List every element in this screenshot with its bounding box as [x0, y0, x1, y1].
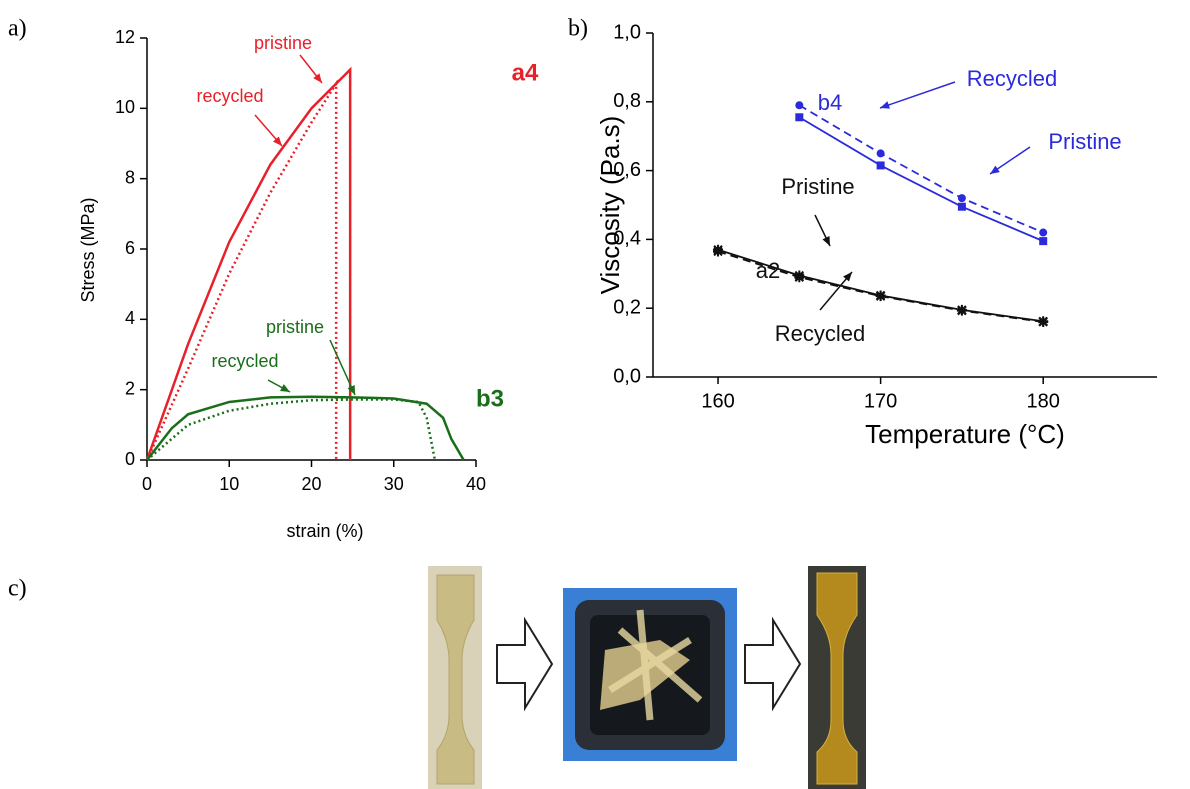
- marker: [1038, 316, 1049, 327]
- y-axis-title: Stress (MPa): [78, 197, 98, 302]
- marker: [876, 161, 885, 170]
- arrow-head: [990, 165, 1000, 174]
- series-line: [145, 66, 352, 461]
- x-tick-label: 40: [466, 474, 486, 494]
- arrow-head: [822, 236, 830, 246]
- y-tick-label: 12: [115, 27, 135, 47]
- y-tick-label: 6: [125, 238, 135, 258]
- x-axis-title: Temperature (°C): [865, 419, 1065, 449]
- annotation: b3: [476, 385, 504, 412]
- marker: [795, 101, 804, 110]
- y-tick-label: 0,6: [613, 159, 641, 181]
- annotation: Pristine: [1048, 129, 1121, 154]
- arrow-head: [313, 73, 322, 83]
- marker: [713, 246, 724, 257]
- photo-panel: [428, 566, 866, 789]
- annotation: recycled: [196, 86, 263, 106]
- annotation-arrow: [329, 339, 356, 396]
- arrow-head: [280, 384, 290, 392]
- annotation: b4: [818, 90, 842, 115]
- annotation: pristine: [254, 33, 312, 53]
- marker: [957, 194, 966, 203]
- y-tick-label: 4: [125, 308, 135, 328]
- y-axis-title: Viscosity (Pa.s): [595, 116, 625, 295]
- series-line: [717, 250, 1044, 323]
- x-tick-label: 20: [301, 474, 321, 494]
- annotation: recycled: [211, 351, 278, 371]
- series-line: [146, 395, 465, 461]
- marker: [795, 113, 804, 122]
- y-tick-label: 1,0: [613, 21, 641, 43]
- marker: [956, 305, 967, 316]
- y-tick-label: 0: [125, 449, 135, 469]
- x-tick-label: 0: [142, 474, 152, 494]
- panel-label: a): [8, 16, 27, 42]
- series-line: [798, 116, 1044, 242]
- arrow-head: [880, 101, 890, 109]
- marker: [876, 149, 885, 158]
- y-tick-label: 8: [125, 167, 135, 187]
- annotation: pristine: [266, 317, 324, 337]
- y-tick-label: 10: [115, 97, 135, 117]
- marker: [1039, 237, 1048, 246]
- x-tick-label: 10: [219, 474, 239, 494]
- arrow-head: [273, 136, 282, 146]
- x-tick-label: 30: [384, 474, 404, 494]
- annotation: Pristine: [781, 174, 854, 199]
- x-tick-label: 170: [864, 390, 897, 412]
- x-tick-label: 160: [701, 390, 734, 412]
- annotation: a2: [756, 258, 780, 283]
- y-tick-label: 0,4: [613, 228, 641, 250]
- annotation: a4: [512, 59, 539, 86]
- y-tick-label: 2: [125, 378, 135, 398]
- panel-label: c): [8, 576, 27, 602]
- marker: [794, 272, 805, 283]
- x-axis-title: strain (%): [286, 521, 363, 541]
- marker: [875, 291, 886, 302]
- y-tick-label: 0,0: [613, 365, 641, 387]
- y-tick-label: 0,2: [613, 296, 641, 318]
- y-tick-label: 0,8: [613, 90, 641, 112]
- annotation: Recycled: [775, 321, 865, 346]
- marker: [957, 202, 966, 211]
- arrow-head: [347, 385, 355, 395]
- annotation-arrow: [879, 81, 956, 109]
- marker: [1039, 228, 1048, 237]
- series-line: [798, 104, 1044, 234]
- x-tick-label: 180: [1027, 390, 1060, 412]
- arrow-head: [843, 272, 852, 282]
- panel-label: b): [568, 16, 588, 42]
- series-line: [145, 79, 338, 461]
- series-line: [146, 398, 437, 461]
- annotation: Recycled: [967, 66, 1057, 91]
